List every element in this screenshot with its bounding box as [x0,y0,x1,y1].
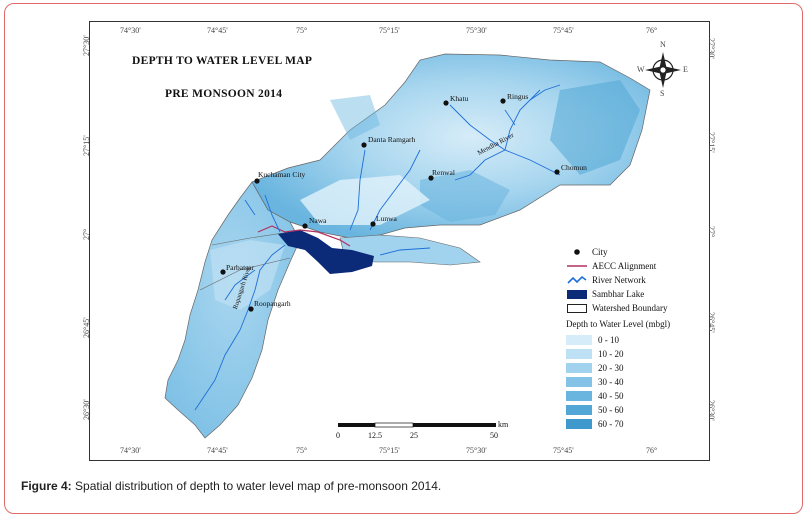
top-tick: 75° [296,26,308,35]
legend-class: 10 - 20 [566,347,706,361]
watershed-boundary [199,257,291,291]
top-tick: 74°30' [120,26,141,35]
top-tick: 76° [646,26,658,35]
deep-zone [330,95,380,140]
legend-class: 30 - 40 [566,375,706,389]
compass-e-label: E [683,65,688,74]
river-network [194,84,561,411]
caption-text: Spatial distribution of depth to water l… [75,479,442,493]
top-tick: 75°45' [553,26,574,35]
scale-label: 50 [490,431,498,440]
legend-class: 20 - 30 [566,361,706,375]
scale-label: 0 [336,431,340,440]
top-tick: 75°30' [466,26,487,35]
bottom-tick: 76° [646,446,658,455]
city-markers [220,98,560,312]
aecc-line-icon [566,263,588,269]
figure-card [4,3,803,514]
city-label: Chomun [561,163,587,172]
bottom-tick: 75°30' [466,446,487,455]
map-subtitle: PRE MONSOON 2014 [165,88,283,100]
city-label: Renwal [432,168,455,177]
bottom-tick: 74°30' [120,446,141,455]
compass-s-label: S [660,89,665,98]
scale-bar [338,422,496,428]
bottom-tick: 74°45' [207,446,228,455]
class-swatch [566,419,592,429]
class-swatch [566,391,592,401]
class-swatch [566,363,592,373]
boundary-box-icon [566,303,588,313]
legend-lake: Sambhar Lake [566,287,706,301]
scale-label: 12.5 [368,431,382,440]
class-swatch [566,349,592,359]
class-swatch [566,405,592,415]
bottom-tick: 75°15' [379,446,400,455]
legend-class-title: Depth to Water Level (mbgl) [566,319,671,329]
scale-unit: km [498,420,509,429]
deep-zone [550,80,640,175]
compass-n-label: N [660,40,666,49]
bottom-tick: 75° [296,446,308,455]
compass-rose [645,52,681,88]
city-label: Parbatsar [226,263,254,272]
city-label: Ringus [507,92,529,101]
legend-class: 50 - 60 [566,403,706,417]
legend-class: 40 - 50 [566,389,706,403]
caption-label: Figure 4: [21,479,72,493]
watershed-boundary [211,231,291,246]
compass-w-label: W [637,65,645,74]
south-watershed [164,181,301,439]
map-legend: City AECC Alignment River Network Sambha… [566,245,706,431]
top-tick: 75°15' [379,26,400,35]
legend-boundary: Watershed Boundary [566,301,706,315]
sambhar-lake [278,230,374,274]
map-title: DEPTH TO WATER LEVEL MAP [132,55,313,67]
aecc-alignment [257,225,351,247]
legend-class: 0 - 10 [566,333,706,347]
city-label: Khatu [450,94,469,103]
deep-zone [420,170,510,222]
top-tick: 74°45' [207,26,228,35]
lake-swatch-icon [566,289,588,299]
legend-class: 60 - 70 [566,417,706,431]
legend-river: River Network [566,273,706,287]
figure-caption: Figure 4: Spatial distribution of depth … [21,479,441,493]
city-label: Kuchaman City [258,170,306,179]
city-dot-icon [566,248,588,256]
legend-city: City [566,245,706,259]
shallow-zone [300,175,430,225]
city-label: Nawa [309,216,327,225]
city-label: Roopangarh [254,299,291,308]
class-swatch [566,335,592,345]
river-icon [566,275,588,285]
south-shallow [210,240,285,310]
class-swatch [566,377,592,387]
city-label: Lunwa [376,214,397,223]
legend-aecc: AECC Alignment [566,259,706,273]
scale-label: 25 [410,431,418,440]
bottom-tick: 75°45' [553,446,574,455]
city-label: Danta Ramgarh [368,135,416,144]
